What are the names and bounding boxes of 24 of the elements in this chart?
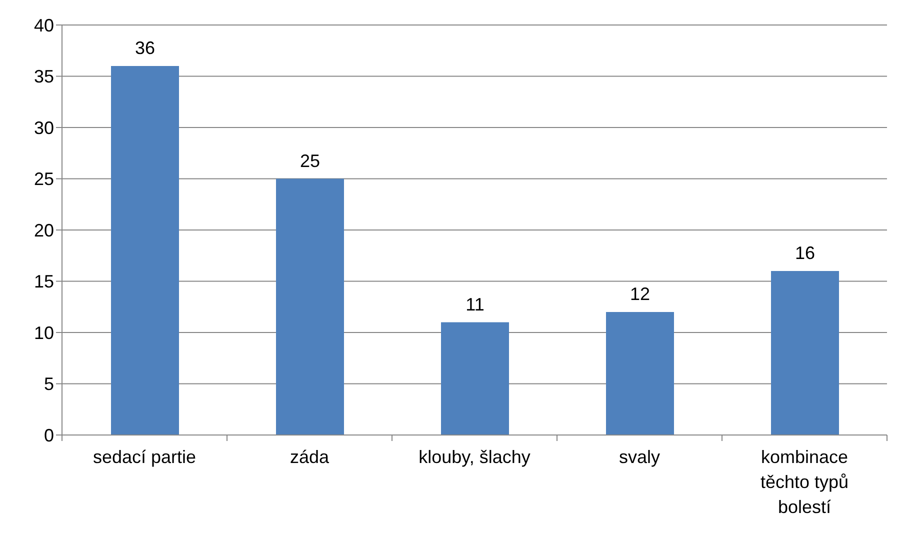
- data-label: 36: [134, 38, 156, 58]
- bar: [441, 322, 509, 435]
- x-tick-label: klouby, šlachy: [418, 447, 530, 467]
- data-label: 11: [466, 294, 484, 314]
- bar: [111, 66, 179, 435]
- bar: [606, 312, 674, 435]
- x-tick-label: záda: [290, 447, 330, 467]
- y-tick-label: 30: [34, 118, 54, 138]
- y-tick-label: 5: [44, 374, 54, 394]
- x-tick-label: sedací partie: [92, 447, 196, 467]
- data-label: 16: [794, 243, 816, 263]
- y-tick-label: 15: [34, 272, 54, 292]
- y-tick-label: 10: [34, 322, 54, 343]
- y-tick-label: 35: [34, 66, 54, 87]
- y-tick-label: 40: [34, 15, 54, 36]
- data-label: 12: [630, 284, 650, 304]
- y-tick-label: 0: [44, 425, 54, 446]
- x-tick-label: svaly: [618, 447, 660, 467]
- bar: [771, 271, 839, 435]
- x-tick-label: kombinace těchto typů bolestí: [760, 447, 849, 517]
- bar: [276, 178, 344, 435]
- data-label: 25: [300, 150, 320, 171]
- y-tick-label: 20: [34, 220, 54, 240]
- y-tick-label: 25: [34, 169, 54, 190]
